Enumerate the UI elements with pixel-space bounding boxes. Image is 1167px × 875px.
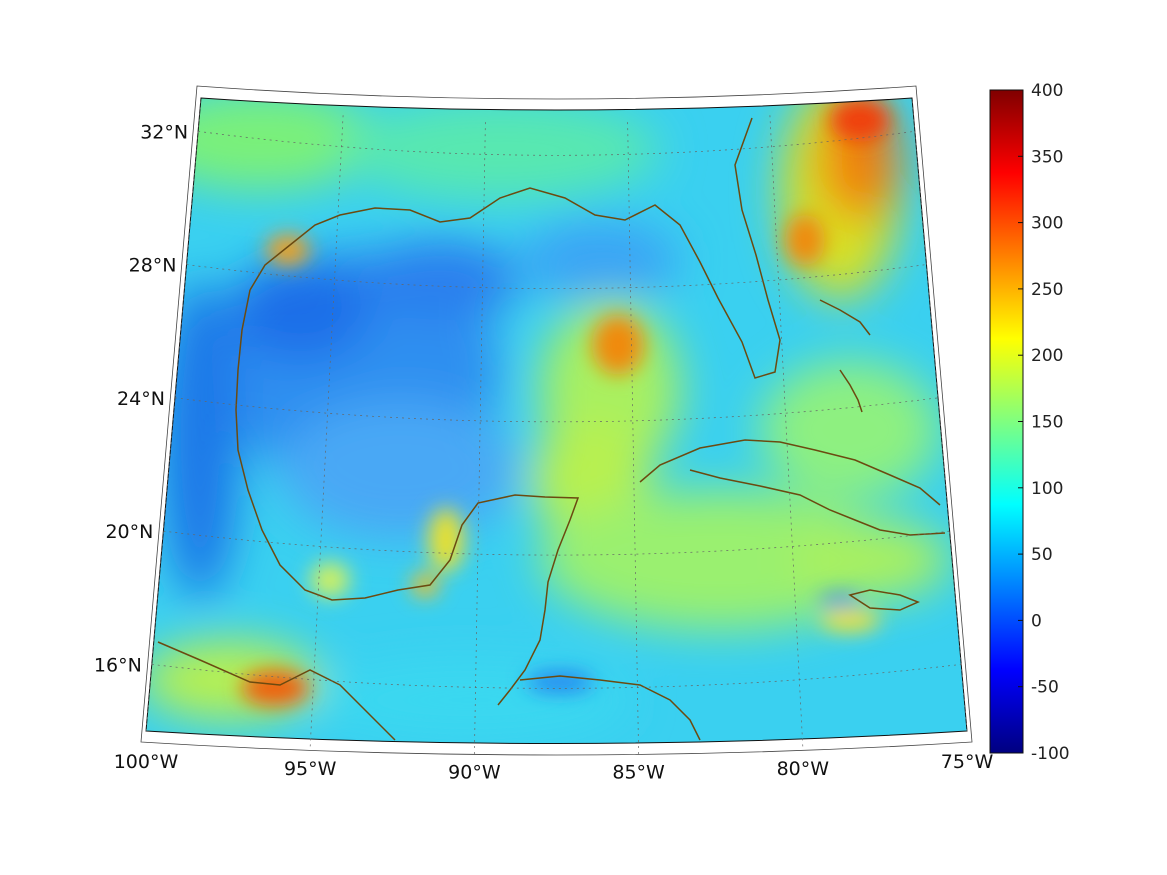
graticule-line — [198, 130, 915, 156]
longitude-tick-label: 100°W — [114, 751, 179, 773]
latitude-tick-label: 32°N — [140, 121, 188, 143]
colorbar-tick-label: 200 — [1031, 346, 1063, 366]
graticule-line — [911, 97, 968, 732]
longitude-tick-label: 80°W — [777, 758, 830, 780]
longitude-tick-label: 95°W — [284, 758, 337, 780]
map-outer-frame — [140, 85, 973, 756]
longitude-tick-label: 75°W — [941, 751, 994, 773]
graticule-line — [769, 113, 804, 747]
longitude-tick-label: 85°W — [612, 762, 665, 784]
graticule-line — [174, 397, 939, 423]
latitude-tick-label: 24°N — [117, 388, 165, 410]
graticule-line — [309, 113, 344, 747]
graticule — [145, 97, 968, 755]
longitude-tick-labels: 100°W 95°W 90°W 85°W 80°W 75°W — [114, 751, 994, 784]
graticule-line — [145, 97, 202, 732]
latitude-tick-label: 20°N — [105, 521, 153, 543]
colorbar-tick-label: 350 — [1031, 147, 1063, 167]
colorbar-tick-label: -50 — [1031, 678, 1059, 698]
map-frame — [145, 97, 968, 744]
coastlines — [157, 117, 946, 741]
latitude-tick-labels: 16°N 20°N 24°N 28°N 32°N — [94, 121, 188, 676]
colorbar-tick-label: 100 — [1031, 479, 1063, 499]
latitude-tick-label: 28°N — [129, 255, 177, 277]
colorbar-tick-label: -100 — [1031, 744, 1070, 764]
colorbar — [989, 89, 1024, 754]
colorbar-tick-label: 250 — [1031, 280, 1063, 300]
colorbar-tick-label: 150 — [1031, 413, 1063, 433]
colorbar-ticks: 400 350 300 250 200 150 100 50 0 -50 -100 — [1018, 81, 1070, 764]
longitude-tick-label: 90°W — [448, 762, 501, 784]
map-data-field — [146, 98, 967, 744]
colorbar-tick-label: 50 — [1031, 545, 1053, 565]
latitude-tick-label: 16°N — [94, 654, 142, 676]
colorbar-tick-label: 0 — [1031, 611, 1042, 631]
colorbar-tick-label: 400 — [1031, 81, 1063, 101]
colorbar-tick-label: 300 — [1031, 214, 1063, 234]
